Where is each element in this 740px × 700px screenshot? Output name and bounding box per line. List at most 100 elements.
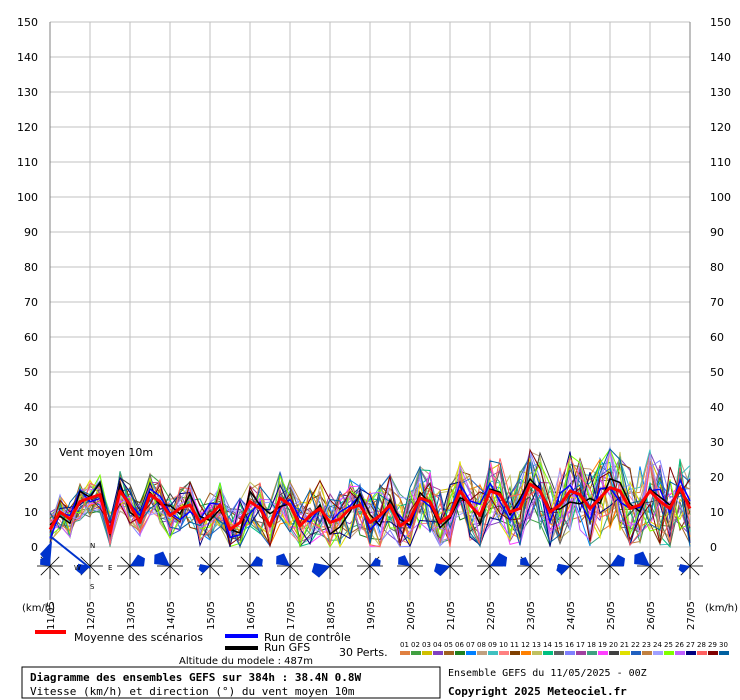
x-date-label: 14/05 — [166, 601, 177, 630]
rose-spoke — [280, 565, 291, 576]
y-tick-label-right: 20 — [710, 471, 724, 484]
pert-legend-swatch — [587, 651, 597, 655]
wind-rose — [154, 551, 183, 579]
pert-legend-swatch — [598, 651, 608, 655]
pert-legend-id: 26 — [675, 641, 684, 649]
pert-legend-id: 04 — [433, 641, 442, 649]
rose-spoke — [480, 556, 491, 567]
info-box — [21, 666, 441, 699]
rose-spoke — [169, 556, 180, 567]
y-tick-label-left: 30 — [24, 436, 38, 449]
wind-rose — [197, 553, 223, 579]
y-tick-label-right: 40 — [710, 401, 724, 414]
x-date-label: 24/05 — [566, 601, 577, 630]
legend-mean-label: Moyenne des scénarios — [74, 631, 203, 644]
legend-control-label: Run de contrôle — [264, 631, 351, 644]
rose-spoke — [169, 565, 180, 576]
rose-spoke — [600, 565, 611, 576]
rose-petal — [311, 563, 330, 578]
mean-series — [48, 482, 692, 535]
wind-rose — [677, 553, 703, 579]
pert-legend-id: 05 — [444, 641, 453, 649]
x-date-label: 12/05 — [86, 601, 97, 630]
rose-petal — [40, 556, 50, 566]
rose-spoke — [209, 556, 220, 567]
y-tick-label-right: 90 — [710, 226, 724, 239]
rose-spoke — [409, 556, 420, 567]
y-tick-label-left: 80 — [24, 261, 38, 274]
x-date-label: 22/05 — [486, 601, 497, 630]
y-tick-label-left: 140 — [17, 51, 38, 64]
rose-spoke — [40, 565, 51, 576]
pert-legend-id: 16 — [565, 641, 574, 649]
legend-gfs-label: Run GFS — [264, 641, 310, 654]
pert-legend-id: 01 — [400, 641, 409, 649]
pert-legend-id: 15 — [554, 641, 563, 649]
y-tick-label-right: 80 — [710, 261, 724, 274]
pert-legend-swatch — [400, 651, 410, 655]
rose-spoke — [289, 565, 300, 576]
pert-legend-swatch — [631, 651, 641, 655]
rose-petal — [198, 564, 210, 574]
rose-spoke — [49, 565, 60, 576]
rose-spoke — [200, 556, 211, 567]
rose-spoke — [80, 556, 91, 567]
wind-rose — [397, 553, 423, 579]
rose-spoke — [89, 565, 100, 576]
altitude-label: Altitude du modele : 487m — [179, 656, 313, 667]
pert-legend-id: 13 — [532, 641, 541, 649]
footer-title: Diagramme des ensembles GEFS sur 384h : … — [30, 671, 362, 684]
rose-spoke — [209, 565, 220, 576]
y-tick-label-left: 130 — [17, 86, 38, 99]
rose-spoke — [360, 556, 371, 567]
pert-legend-swatch — [411, 651, 421, 655]
rose-spoke — [449, 565, 460, 576]
pert-legend-swatch — [466, 651, 476, 655]
rose-spoke — [440, 556, 451, 567]
y-tick-label-right: 120 — [710, 121, 731, 134]
pert-legend-swatch — [565, 651, 575, 655]
y-tick-label-left: 50 — [24, 366, 38, 379]
pert-legend-id: 10 — [499, 641, 508, 649]
wind-rose — [311, 553, 343, 579]
rose-spoke — [89, 556, 100, 567]
x-date-label: 15/05 — [206, 601, 217, 630]
y-tick-label-left: 20 — [24, 471, 38, 484]
rose-label-s: S — [90, 583, 95, 591]
pert-legend-id: 02 — [411, 641, 420, 649]
y-tick-label-right: 110 — [710, 156, 731, 169]
wind-rose — [276, 553, 303, 579]
y-tick-label-right: 50 — [710, 366, 724, 379]
rose-petal — [520, 556, 530, 566]
rose-petal — [130, 554, 145, 567]
rose-spoke — [609, 565, 620, 576]
pert-legend-swatch — [708, 651, 718, 655]
rose-spoke — [320, 556, 331, 567]
pert-legend-id: 12 — [521, 641, 530, 649]
x-date-label: 26/05 — [646, 601, 657, 630]
rose-spoke — [369, 565, 380, 576]
y-axis-right: 0 10 20 30 40 50 60 70 80 90 100 110 120 130 140 150 — [710, 16, 731, 554]
pert-legend-id: 07 — [466, 641, 475, 649]
rose-spoke — [529, 565, 540, 576]
rose-petal — [370, 557, 381, 567]
rose-spoke — [409, 565, 420, 576]
perturbation-line — [49, 456, 691, 548]
footer-copyright: Copyright 2025 Meteociel.fr — [448, 685, 627, 698]
pert-legend-id: 22 — [631, 641, 640, 649]
wind-rose — [117, 553, 145, 579]
rose-spoke — [160, 565, 171, 576]
y-tick-label-left: 150 — [17, 16, 38, 29]
y-tick-label-right: 140 — [710, 51, 731, 64]
y-tick-label-left: 100 — [17, 191, 38, 204]
pert-legend-swatch — [697, 651, 707, 655]
rose-spoke — [640, 565, 651, 576]
wind-rose — [477, 552, 508, 579]
rose-petal — [250, 556, 263, 567]
x-date-label: 19/05 — [366, 601, 377, 630]
rose-spoke — [649, 556, 660, 567]
rose-spoke — [560, 556, 571, 567]
perturbation-line — [49, 448, 691, 548]
pert-legend-swatch — [719, 651, 729, 655]
rose-spoke — [49, 556, 60, 567]
